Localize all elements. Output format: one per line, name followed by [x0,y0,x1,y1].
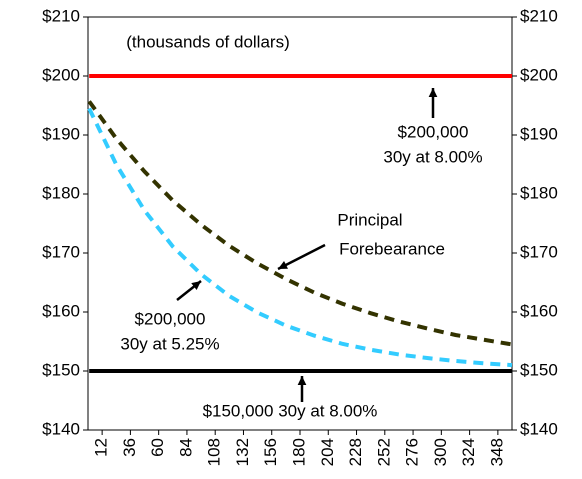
y-tick-label: $140 [42,419,80,438]
y-tick-label: $170 [42,242,80,261]
y-tick-label: $180 [42,183,80,202]
x-tick-label: 276 [403,438,422,466]
annotation: $150,000 30y at 8.00% [203,401,378,420]
x-tick-label: 180 [289,438,308,466]
x-tick-label: 348 [487,438,506,466]
annotation: $200,000 [135,309,206,328]
y-tick-label: $190 [42,124,80,143]
y2-tick-label: $200 [520,65,558,84]
x-tick-label: 12 [92,438,111,457]
x-tick-label: 324 [459,438,478,466]
y-tick-label: $210 [42,6,80,25]
arrow-head [428,88,438,98]
x-tick-label: 252 [374,438,393,466]
y2-tick-label: $150 [520,360,558,379]
x-tick-label: 156 [261,438,280,466]
x-tick-label: 300 [431,438,450,466]
annotation: Principal [337,210,402,229]
annotation: 30y at 8.00% [383,147,482,166]
arrow-head [191,281,201,290]
x-tick-label: 108 [205,438,224,466]
annotation: Forebearance [339,239,445,258]
x-tick-label: 132 [233,438,252,466]
x-tick-label: 36 [120,438,139,457]
y2-tick-label: $160 [520,301,558,320]
y-tick-label: $200 [42,65,80,84]
y2-tick-label: $190 [520,124,558,143]
annotation: (thousands of dollars) [126,32,289,51]
x-tick-label: 60 [148,438,167,457]
annotation: 30y at 5.25% [120,334,219,353]
y2-tick-label: $140 [520,419,558,438]
annotation: $200,000 [398,122,469,141]
y2-tick-label: $210 [520,6,558,25]
y-tick-label: $150 [42,360,80,379]
arrow-head [297,376,307,386]
series-line [87,100,513,347]
arrow-head [278,261,288,269]
y-tick-label: $160 [42,301,80,320]
plot-frame [87,16,513,431]
y2-tick-label: $170 [520,242,558,261]
y2-tick-label: $180 [520,183,558,202]
x-tick-label: 84 [176,438,195,457]
x-tick-label: 228 [346,438,365,466]
x-tick-label: 204 [318,438,337,466]
series-line [87,107,513,368]
